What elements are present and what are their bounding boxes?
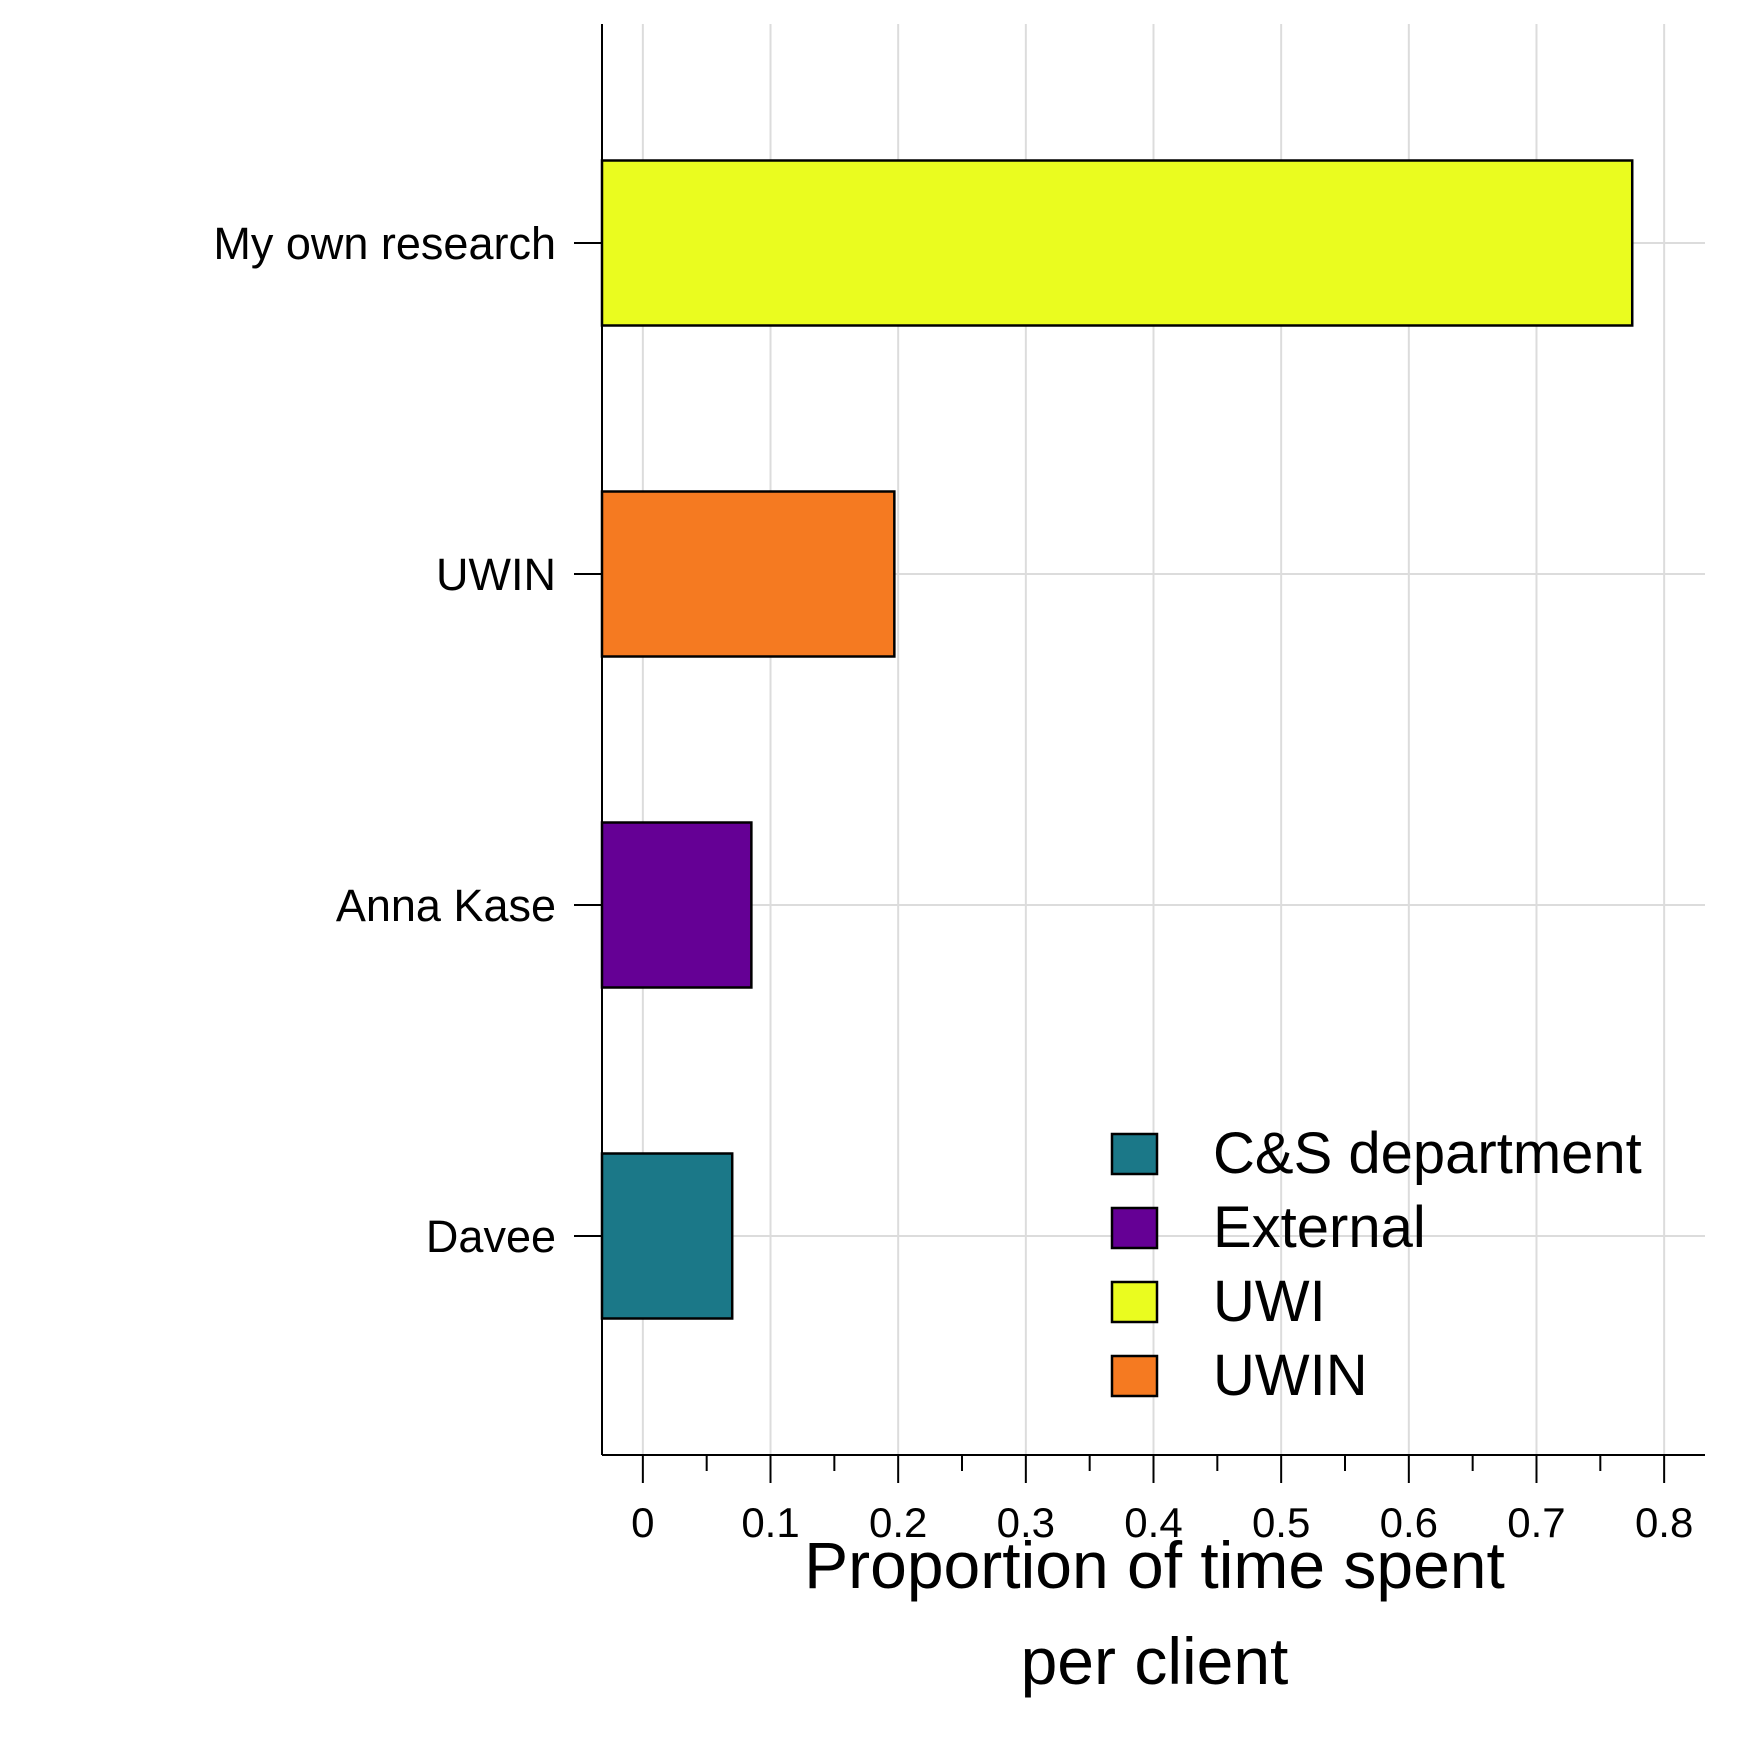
x-axis-title-line-2: per client <box>1021 1624 1289 1698</box>
x-tick-label-6: 0.6 <box>1380 1499 1438 1546</box>
legend-key-0 <box>1110 1132 1159 1176</box>
legend-key-3 <box>1110 1354 1159 1398</box>
legend: C&S department External UWI UWIN <box>1110 1121 1642 1408</box>
bar-3 <box>600 1152 734 1320</box>
legend-label-0: C&S department <box>1213 1121 1642 1186</box>
legend-label-3: UWIN <box>1213 1343 1368 1408</box>
bars <box>600 159 1634 1320</box>
x-tick-label-2: 0.2 <box>869 1499 927 1546</box>
x-tick-label-1: 0.1 <box>741 1499 799 1546</box>
category-label-0: My own research <box>213 218 556 269</box>
legend-key-2 <box>1110 1280 1159 1324</box>
y-axis-ticks <box>574 242 602 1237</box>
x-tick-label-7: 0.7 <box>1507 1499 1565 1546</box>
x-tick-label-4: 0.4 <box>1124 1499 1182 1546</box>
category-label-2: Anna Kase <box>336 880 556 931</box>
bar-1 <box>600 490 896 658</box>
x-axis-title-line-1: Proportion of time spent <box>804 1528 1505 1602</box>
x-axis-ticks <box>641 1455 1666 1483</box>
category-label-3: Davee <box>426 1211 556 1262</box>
legend-label-2: UWI <box>1213 1269 1326 1334</box>
bar-2 <box>600 821 753 989</box>
category-labels: My own research UWIN Anna Kase Davee <box>213 218 556 1262</box>
bar-0 <box>600 159 1634 327</box>
x-tick-label-8: 0.8 <box>1635 1499 1693 1546</box>
legend-key-1 <box>1110 1206 1159 1250</box>
x-axis-tick-labels: 0 0.1 0.2 0.3 0.4 0.5 0.6 0.7 0.8 <box>631 1499 1693 1546</box>
legend-label-1: External <box>1213 1195 1426 1260</box>
x-tick-label-0: 0 <box>631 1499 654 1546</box>
x-tick-label-3: 0.3 <box>997 1499 1055 1546</box>
category-label-1: UWIN <box>436 549 556 600</box>
x-tick-label-5: 0.5 <box>1252 1499 1310 1546</box>
